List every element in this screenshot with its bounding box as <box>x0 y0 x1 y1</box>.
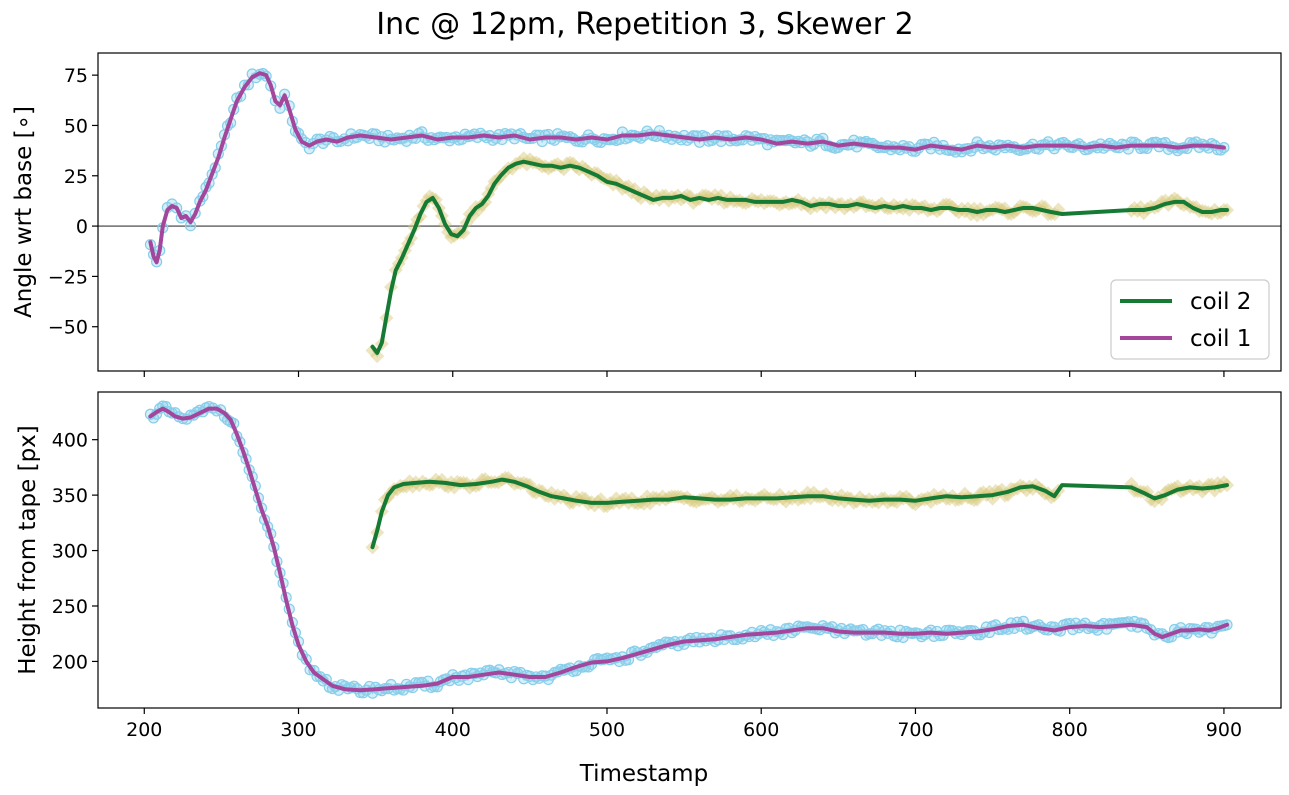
x-tick-label: 200 <box>126 719 162 741</box>
x-tick-label: 300 <box>280 719 316 741</box>
series-line-coil-1 <box>148 406 1229 693</box>
x-tick-label: 900 <box>1206 719 1242 741</box>
y-tick-label: 350 <box>52 485 88 507</box>
plot-area <box>98 392 1281 708</box>
y-tick-label: 200 <box>52 651 88 673</box>
axes-frame <box>97 52 1282 372</box>
legend-label-coil-1: coil 1 <box>1190 326 1251 352</box>
series-line-coil-1 <box>148 71 1226 265</box>
x-axis-label: Timestamp <box>579 761 708 787</box>
series-line-coil-2 <box>370 477 1229 550</box>
series-line-coil-2 <box>370 159 1229 355</box>
y-tick-label: 300 <box>52 541 88 563</box>
x-tick-label: 700 <box>897 719 933 741</box>
y-tick-label: −25 <box>48 266 88 288</box>
y-tick-label: 400 <box>52 430 88 452</box>
panel-height: 200 250 300 350 400 200 300 400 500 600 700 800 900 H… <box>15 391 1282 741</box>
legend-label-coil-2: coil 2 <box>1190 289 1251 315</box>
y-tick-label: −50 <box>48 317 88 339</box>
y-axis-label: Height from tape [px] <box>15 425 41 675</box>
x-tick-label: 600 <box>743 719 779 741</box>
y-tick-label: 25 <box>64 166 88 188</box>
y-tick-label: 50 <box>64 115 88 137</box>
x-tick-label: 800 <box>1052 719 1088 741</box>
y-axis-label: Angle wrt base [∘] <box>11 106 37 318</box>
chart-title: Inc @ 12pm, Repetition 3, Skewer 2 <box>376 7 913 42</box>
raw-marker-coil-2 <box>370 349 385 364</box>
y-tick-label: 250 <box>52 596 88 618</box>
y-tick-label: 75 <box>64 65 88 87</box>
legend: coil 2 coil 1 <box>1110 279 1270 360</box>
y-tick-label: 0 <box>76 216 88 238</box>
x-tick-label: 400 <box>435 719 471 741</box>
x-tick-label: 500 <box>589 719 625 741</box>
